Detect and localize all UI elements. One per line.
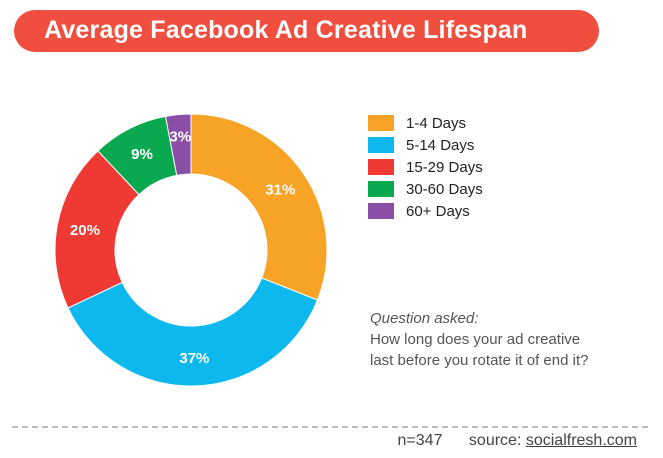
legend-label: 1-4 Days (406, 114, 467, 132)
legend: 1-4 Days 5-14 Days 15-29 Days 30-60 Days… (368, 112, 483, 222)
legend-item: 1-4 Days (368, 112, 483, 134)
slice-value-label: 9% (131, 146, 153, 163)
source-label: source: (468, 432, 522, 449)
slice-value-label: 20% (70, 222, 100, 239)
legend-swatch (368, 203, 394, 219)
question-line: How long does your ad creative (370, 331, 581, 348)
source-link[interactable]: socialfresh.com (525, 432, 637, 449)
legend-label: 60+ Days (406, 202, 470, 220)
legend-item: 5-14 Days (368, 134, 483, 156)
slice-value-label: 3% (169, 129, 191, 146)
donut-slice (164, 113, 192, 176)
legend-label: 30-60 Days (406, 180, 483, 198)
legend-swatch (368, 115, 394, 131)
dashed-divider (12, 426, 648, 428)
legend-label: 5-14 Days (406, 136, 475, 154)
legend-swatch (368, 137, 394, 153)
legend-item: 30-60 Days (368, 178, 483, 200)
title-banner: Average Facebook Ad Creative Lifespan (14, 10, 599, 52)
legend-swatch (368, 159, 394, 175)
legend-label: 15-29 Days (406, 158, 483, 176)
chart-title: Average Facebook Ad Creative Lifespan (44, 16, 528, 44)
legend-swatch (368, 181, 394, 197)
question-title: Question asked: (370, 310, 479, 327)
slice-value-label: 31% (265, 181, 295, 198)
slice-value-label: 37% (179, 350, 209, 367)
donut-slice (67, 277, 319, 387)
footer: n=347 source: socialfresh.com (398, 432, 637, 450)
donut-slice (190, 113, 328, 301)
question-line: last before you rotate it of end it? (370, 352, 589, 369)
legend-item: 15-29 Days (368, 156, 483, 178)
sample-size: n=347 (397, 432, 443, 449)
question-note: Question asked: How long does your ad cr… (370, 309, 588, 371)
legend-item: 60+ Days (368, 200, 483, 222)
